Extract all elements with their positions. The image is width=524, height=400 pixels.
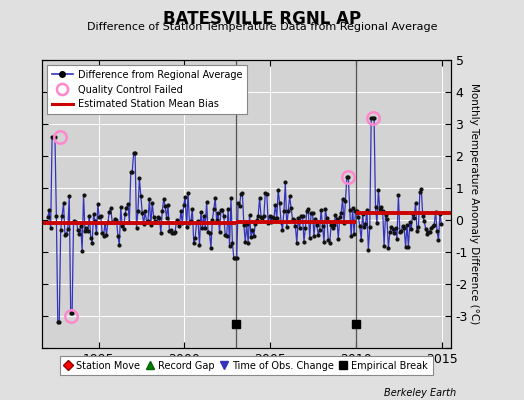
Text: Berkeley Earth: Berkeley Earth — [384, 388, 456, 398]
Text: Difference of Station Temperature Data from Regional Average: Difference of Station Temperature Data f… — [87, 22, 437, 32]
Legend: Station Move, Record Gap, Time of Obs. Change, Empirical Break: Station Move, Record Gap, Time of Obs. C… — [60, 356, 433, 376]
Y-axis label: Monthly Temperature Anomaly Difference (°C): Monthly Temperature Anomaly Difference (… — [469, 83, 479, 325]
Text: BATESVILLE RGNL AP: BATESVILLE RGNL AP — [163, 10, 361, 28]
